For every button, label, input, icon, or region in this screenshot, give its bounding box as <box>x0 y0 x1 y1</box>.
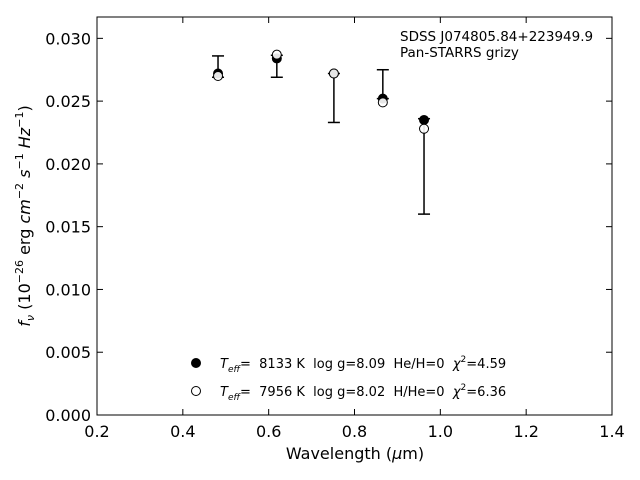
x-tick-label: 1.2 <box>513 422 538 441</box>
legend-label: Teff= 7956 K log g=8.02 H/He=0 χ2=6.36 <box>220 383 506 403</box>
x-tick-label: 0.2 <box>84 422 109 441</box>
point-open-circle <box>271 49 282 60</box>
error-bars <box>212 54 431 215</box>
x-axis-label: Wavelength (μm) <box>286 444 424 463</box>
x-tick-label: 0.8 <box>342 422 367 441</box>
y-tick-label: 0.030 <box>45 29 91 48</box>
x-tick-label: 0.4 <box>170 422 195 441</box>
axis-ticks: 0.2 0.4 0.6 0.8 1.0 1.2 1.4 0.000 0.005 0.010 0.01… <box>45 17 625 441</box>
annotation-object-name: SDSS J074805.84+223949.9 <box>400 29 593 45</box>
legend-label: Teff= 8133 K log g=8.09 He/H=0 χ2=4.59 <box>220 355 506 375</box>
x-tick-label: 0.6 <box>256 422 281 441</box>
y-axis-label: fν (10−26 erg cm−2 s−1 Hz−1) <box>13 105 37 326</box>
point-filled-circle <box>419 114 430 125</box>
x-tick-label: 1.0 <box>428 422 453 441</box>
y-tick-label: 0.010 <box>45 280 91 299</box>
y-tick-label: 0.020 <box>45 155 91 174</box>
x-tick-label: 1.4 <box>599 422 624 441</box>
annotation-survey: Pan-STARRS grizy <box>400 45 519 61</box>
legend-entry-thick-hydrogen: Teff= 8133 K log g=8.09 He/H=0 χ2=4.59 <box>191 355 506 375</box>
plot-frame <box>96 16 613 416</box>
legend: Teff= 8133 K log g=8.09 He/H=0 χ2=4.59 T… <box>191 355 506 403</box>
y-tick-label: 0.025 <box>45 92 91 111</box>
point-open-circle <box>328 68 339 79</box>
y-tick-label: 0.000 <box>45 406 91 425</box>
point-open-circle <box>213 71 224 82</box>
legend-marker-filled-circle <box>191 358 201 368</box>
y-tick-label: 0.005 <box>45 343 91 362</box>
y-tick-label: 0.015 <box>45 218 91 237</box>
point-open-circle <box>419 123 430 134</box>
legend-marker-open-circle <box>191 386 201 396</box>
data-markers <box>213 49 430 134</box>
point-open-circle <box>377 97 388 108</box>
legend-entry-helium: Teff= 7956 K log g=8.02 H/He=0 χ2=6.36 <box>191 383 506 403</box>
